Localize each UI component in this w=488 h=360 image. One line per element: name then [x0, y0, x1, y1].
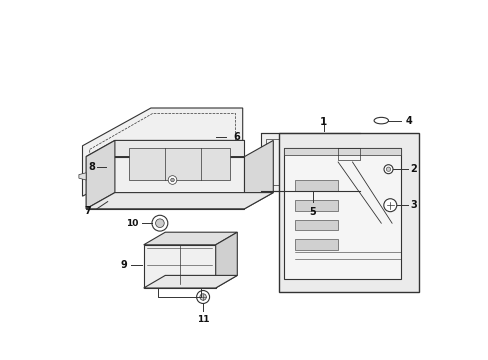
- Polygon shape: [143, 245, 215, 288]
- Polygon shape: [294, 220, 337, 230]
- Polygon shape: [292, 157, 332, 178]
- Ellipse shape: [386, 167, 390, 171]
- Circle shape: [110, 164, 116, 171]
- Circle shape: [196, 291, 209, 303]
- Polygon shape: [294, 200, 337, 211]
- Circle shape: [168, 176, 177, 184]
- Ellipse shape: [373, 117, 387, 124]
- Polygon shape: [284, 148, 400, 155]
- Polygon shape: [86, 140, 115, 209]
- Circle shape: [170, 178, 174, 182]
- Text: 4: 4: [405, 116, 412, 126]
- Polygon shape: [244, 140, 273, 209]
- Polygon shape: [260, 133, 359, 191]
- Text: 8: 8: [88, 162, 95, 172]
- Polygon shape: [284, 148, 400, 279]
- FancyBboxPatch shape: [278, 133, 418, 292]
- Circle shape: [155, 219, 164, 228]
- Polygon shape: [143, 275, 237, 288]
- Text: 7: 7: [84, 206, 91, 216]
- Text: 10: 10: [126, 219, 138, 228]
- Polygon shape: [294, 180, 337, 191]
- Circle shape: [106, 161, 120, 174]
- Text: 2: 2: [409, 164, 416, 174]
- Polygon shape: [294, 239, 337, 250]
- Text: 5: 5: [309, 207, 316, 217]
- Polygon shape: [82, 108, 242, 196]
- Polygon shape: [86, 157, 244, 209]
- Polygon shape: [86, 193, 273, 209]
- Text: 3: 3: [409, 200, 416, 210]
- Circle shape: [152, 215, 167, 231]
- Ellipse shape: [383, 165, 392, 174]
- Text: 9: 9: [121, 260, 127, 270]
- Polygon shape: [79, 173, 86, 180]
- Polygon shape: [129, 148, 230, 180]
- Text: 1: 1: [320, 117, 326, 127]
- Text: 6: 6: [233, 132, 240, 142]
- Circle shape: [383, 199, 396, 212]
- Text: 11: 11: [197, 315, 209, 324]
- Polygon shape: [215, 232, 237, 288]
- Polygon shape: [143, 232, 237, 245]
- Polygon shape: [86, 140, 244, 157]
- Circle shape: [200, 294, 206, 300]
